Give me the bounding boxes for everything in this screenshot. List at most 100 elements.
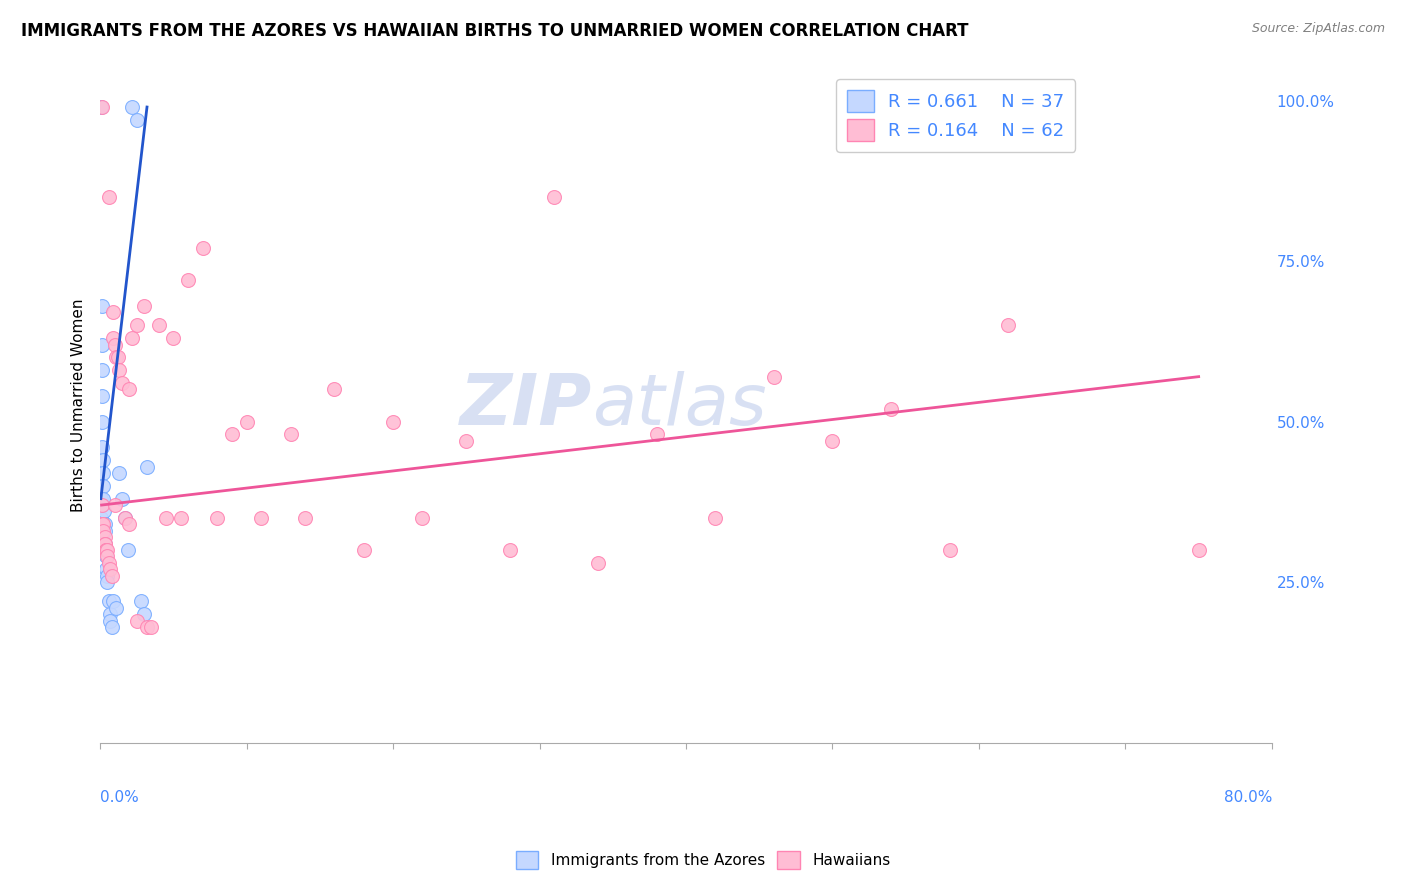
- Point: [132, 299, 155, 313]
- Point: [411, 511, 433, 525]
- Point: [101, 620, 124, 634]
- Point: [93, 536, 115, 550]
- Point: [90, 517, 112, 532]
- Point: [104, 498, 127, 512]
- Point: [108, 466, 131, 480]
- Point: [91, 466, 114, 480]
- Point: [96, 575, 118, 590]
- Point: [103, 594, 125, 608]
- Point: [997, 318, 1019, 333]
- Point: [125, 614, 148, 628]
- Point: [177, 273, 200, 287]
- Point: [105, 351, 128, 365]
- Point: [108, 363, 131, 377]
- Point: [100, 607, 122, 622]
- Point: [96, 543, 118, 558]
- Point: [94, 543, 117, 558]
- Point: [136, 459, 159, 474]
- Point: [191, 241, 214, 255]
- Point: [129, 594, 152, 608]
- Point: [118, 517, 141, 532]
- Point: [93, 517, 115, 532]
- Point: [91, 524, 114, 538]
- Point: [90, 337, 112, 351]
- Point: [155, 511, 177, 525]
- Point: [103, 305, 125, 319]
- Point: [100, 562, 122, 576]
- Point: [97, 190, 120, 204]
- Point: [323, 383, 346, 397]
- Point: [90, 491, 112, 506]
- Point: [93, 504, 115, 518]
- Point: [90, 389, 112, 403]
- Point: [91, 517, 114, 532]
- Point: [90, 498, 112, 512]
- Point: [118, 383, 141, 397]
- Point: [97, 594, 120, 608]
- Point: [586, 556, 609, 570]
- Point: [880, 401, 903, 416]
- Point: [91, 479, 114, 493]
- Y-axis label: Births to Unmarried Women: Births to Unmarried Women: [72, 299, 86, 512]
- Point: [235, 415, 257, 429]
- Point: [90, 511, 112, 525]
- Point: [250, 511, 273, 525]
- Point: [96, 549, 118, 564]
- Point: [132, 607, 155, 622]
- Point: [111, 491, 134, 506]
- Point: [821, 434, 844, 448]
- Point: [90, 299, 112, 313]
- Point: [90, 100, 112, 114]
- Point: [90, 363, 112, 377]
- Point: [91, 453, 114, 467]
- Point: [221, 427, 243, 442]
- Point: [100, 614, 122, 628]
- Point: [938, 543, 960, 558]
- Point: [93, 536, 115, 550]
- Text: 80.0%: 80.0%: [1223, 789, 1272, 805]
- Point: [94, 562, 117, 576]
- Point: [103, 331, 125, 345]
- Point: [170, 511, 193, 525]
- Text: Source: ZipAtlas.com: Source: ZipAtlas.com: [1251, 22, 1385, 36]
- Point: [91, 440, 114, 454]
- Point: [97, 556, 120, 570]
- Point: [704, 511, 727, 525]
- Point: [93, 536, 115, 550]
- Point: [94, 549, 117, 564]
- Point: [90, 100, 112, 114]
- Point: [91, 517, 114, 532]
- Point: [93, 530, 115, 544]
- Point: [280, 427, 302, 442]
- Text: 0.0%: 0.0%: [100, 789, 139, 805]
- Point: [207, 511, 229, 525]
- Point: [114, 511, 136, 525]
- Point: [141, 620, 163, 634]
- Legend: R = 0.661    N = 37, R = 0.164    N = 62: R = 0.661 N = 37, R = 0.164 N = 62: [837, 78, 1076, 152]
- Point: [294, 511, 316, 525]
- Point: [104, 337, 127, 351]
- Point: [499, 543, 522, 558]
- Point: [148, 318, 170, 333]
- Point: [645, 427, 668, 442]
- Text: ZIP: ZIP: [460, 371, 592, 440]
- Point: [136, 620, 159, 634]
- Point: [90, 415, 112, 429]
- Point: [93, 543, 115, 558]
- Point: [117, 543, 139, 558]
- Point: [543, 190, 565, 204]
- Point: [111, 376, 134, 390]
- Point: [456, 434, 478, 448]
- Point: [105, 600, 128, 615]
- Point: [121, 100, 143, 114]
- Point: [353, 543, 375, 558]
- Point: [125, 318, 148, 333]
- Point: [125, 112, 148, 127]
- Point: [162, 331, 184, 345]
- Point: [91, 491, 114, 506]
- Point: [114, 511, 136, 525]
- Text: atlas: atlas: [592, 371, 766, 440]
- Point: [1188, 543, 1211, 558]
- Point: [762, 369, 785, 384]
- Point: [96, 568, 118, 582]
